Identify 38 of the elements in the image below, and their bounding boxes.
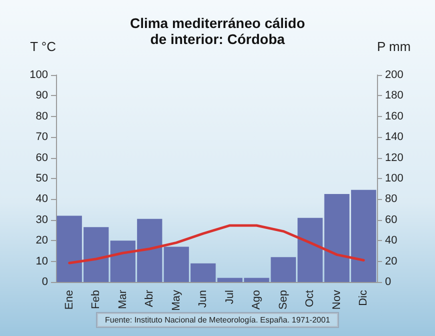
y-tick-label: 100	[30, 69, 48, 81]
x-tick-label: May	[170, 290, 182, 311]
source-note: Fuente: Instituto Nacional de Meteorología. España. 1971-2001	[104, 316, 331, 324]
x-tick-label: Feb	[90, 290, 102, 309]
y-tick-label: 70	[36, 131, 48, 144]
y2-tick-label: 120	[385, 152, 404, 164]
y-tick-label: 90	[36, 90, 48, 102]
x-tick-label: Dic	[358, 290, 370, 306]
y2-tick-label: 20	[385, 255, 398, 268]
y-tick-label: 50	[36, 172, 48, 184]
x-tick-label: Sep	[277, 290, 290, 310]
y-tick-label: 60	[36, 152, 48, 164]
x-tick-label: Mar	[116, 290, 129, 309]
y-tick-label: 20	[36, 234, 48, 247]
x-tick-label: Nov	[330, 290, 343, 310]
y2-tick-label: 140	[385, 131, 404, 144]
chart-title: Clima mediterráneo cálido de interior: Córdoba	[130, 15, 306, 47]
y2-axis-title: P mm	[377, 39, 411, 54]
y2-tick-label: 0	[385, 276, 392, 288]
y2-tick-label: 60	[385, 214, 398, 226]
x-tick-label: Jul	[224, 290, 236, 304]
y-tick-label: 40	[36, 193, 48, 206]
y2-tick-label: 160	[385, 110, 404, 122]
x-tick-label: Ago	[250, 290, 263, 310]
y-tick-label: 80	[36, 110, 48, 122]
x-tick-label: Ene	[63, 290, 76, 310]
y-tick-label: 0	[42, 276, 48, 288]
y2-tick-label: 180	[385, 90, 404, 102]
y2-tick-label: 40	[385, 234, 398, 247]
x-tick-label: Abr	[144, 290, 156, 308]
y2-tick-label: 200	[385, 69, 404, 81]
y-tick-label: 10	[36, 255, 48, 268]
y-axis-title: T °C	[30, 39, 56, 54]
y-tick-label: 30	[36, 214, 48, 226]
x-tick-label: Jun	[197, 290, 210, 308]
y2-tick-label: 80	[385, 193, 398, 206]
y2-tick-label: 100	[385, 172, 404, 184]
x-tick-label: Oct	[304, 290, 316, 308]
